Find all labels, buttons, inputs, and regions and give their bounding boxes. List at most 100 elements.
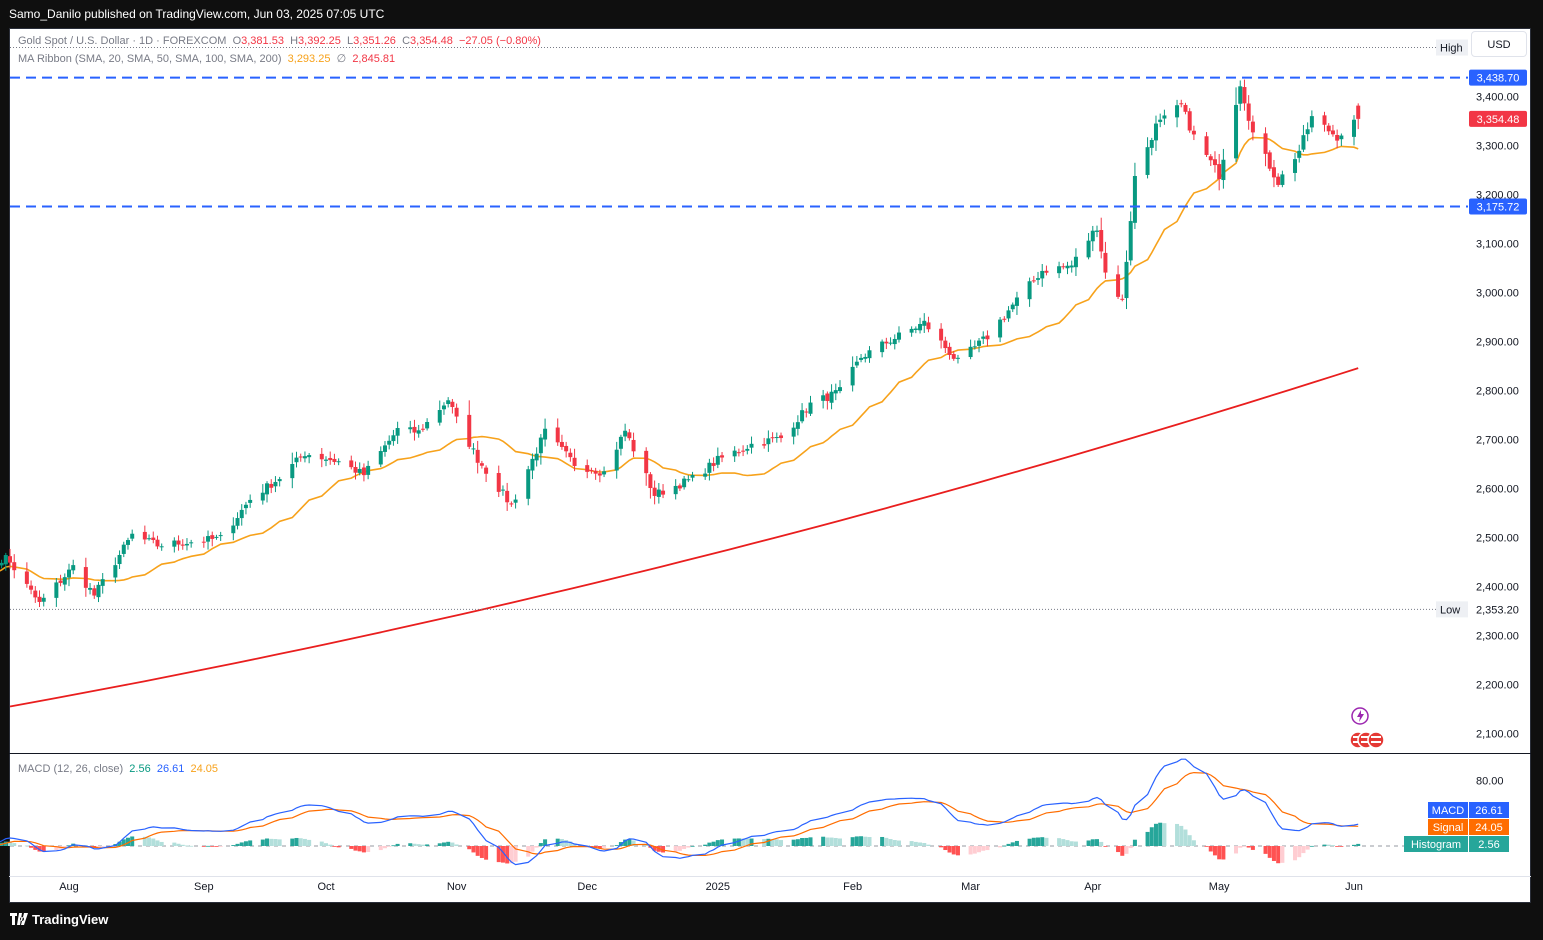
price-tick-label: 2,700.00 bbox=[1476, 434, 1519, 446]
macd-histogram-bar bbox=[972, 846, 977, 854]
candle-body bbox=[67, 569, 71, 578]
high-tag-label: High bbox=[1440, 43, 1463, 55]
macd-histogram-bar bbox=[1301, 846, 1306, 854]
candle-body bbox=[210, 535, 215, 539]
candle-body bbox=[951, 354, 956, 359]
macd-histogram-bar bbox=[1040, 837, 1045, 846]
chart-canvas[interactable]: High3,500.10Low2,353.203,438.703,175.723… bbox=[0, 0, 1543, 904]
candle-body bbox=[1086, 240, 1091, 258]
candle-body bbox=[353, 466, 358, 473]
macd-histogram-bar bbox=[100, 846, 105, 847]
macd-histogram-bar bbox=[513, 846, 518, 862]
candle-body bbox=[1061, 266, 1066, 268]
macd-histogram-bar bbox=[1158, 822, 1163, 846]
macd-histogram-bar bbox=[277, 839, 282, 846]
last-price-value: 3,354.48 bbox=[1477, 114, 1520, 126]
candle-body bbox=[707, 462, 712, 473]
macd-histogram-bar bbox=[955, 846, 960, 856]
macd-histogram-bar bbox=[572, 843, 577, 846]
candle-body bbox=[260, 492, 265, 501]
macd-histogram-bar bbox=[425, 844, 430, 846]
macd-histogram-bar bbox=[821, 836, 826, 846]
candle-body bbox=[180, 544, 185, 546]
currency-button[interactable]: USD bbox=[1471, 31, 1527, 57]
candle-body bbox=[408, 427, 413, 430]
macd-tag-label: Histogram bbox=[1411, 839, 1461, 851]
candle-body bbox=[1212, 159, 1217, 166]
candle-body bbox=[1002, 318, 1007, 320]
candle-body bbox=[12, 562, 17, 571]
candle-body bbox=[597, 473, 602, 476]
macd-histogram-bar bbox=[294, 837, 299, 846]
macd-histogram-bar bbox=[210, 846, 215, 847]
candle-body bbox=[1120, 298, 1125, 300]
macd-histogram-bar bbox=[29, 846, 34, 848]
candle-body bbox=[117, 554, 122, 565]
macd-tag-value-bg bbox=[1469, 836, 1509, 852]
candle-body bbox=[977, 340, 982, 346]
candle-body bbox=[720, 455, 725, 458]
macd-histogram-bar bbox=[1242, 846, 1247, 847]
macd-histogram-bar bbox=[1031, 837, 1036, 846]
candle-body bbox=[382, 445, 387, 452]
macd-histogram-bar bbox=[1267, 846, 1272, 858]
macd-histogram-bar bbox=[1145, 831, 1150, 846]
macd-histogram-bar bbox=[538, 843, 543, 846]
candle-body bbox=[968, 346, 973, 358]
footer-bar bbox=[0, 904, 1543, 940]
candle-body bbox=[652, 487, 657, 496]
candle-body bbox=[113, 565, 118, 578]
candle-body bbox=[1044, 270, 1049, 273]
time-tick-label: Nov bbox=[447, 881, 467, 893]
macd-histogram-bar bbox=[627, 839, 632, 846]
time-tick-label: Mar bbox=[961, 881, 980, 893]
candle-body bbox=[1099, 230, 1104, 252]
candle-body bbox=[715, 455, 720, 465]
macd-histogram-bar bbox=[745, 838, 750, 846]
candle-body bbox=[682, 478, 687, 488]
macd-histogram-bar bbox=[1221, 846, 1226, 860]
macd-histogram-bar bbox=[450, 842, 455, 846]
candle-body bbox=[509, 503, 514, 505]
macd-histogram-bar bbox=[677, 846, 682, 851]
candle-body bbox=[142, 531, 147, 540]
candle-body bbox=[602, 471, 607, 475]
macd-histogram-bar bbox=[357, 846, 362, 852]
macd-histogram-bar bbox=[922, 842, 927, 846]
macd-histogram-bar bbox=[888, 839, 893, 846]
macd-histogram-bar bbox=[715, 840, 720, 846]
tradingview-logo[interactable]: TradingView bbox=[10, 912, 108, 927]
candle-body bbox=[1271, 167, 1276, 178]
candle-body bbox=[1221, 159, 1226, 181]
macd-tag-value: 26.61 bbox=[1475, 805, 1503, 817]
level-price-tag bbox=[1469, 69, 1527, 86]
macd-histogram-bar bbox=[454, 844, 459, 846]
candle-body bbox=[526, 469, 531, 499]
candle-body bbox=[62, 577, 67, 585]
macd-histogram-bar bbox=[568, 841, 573, 846]
macd-histogram-bar bbox=[201, 846, 206, 847]
candle-body bbox=[972, 346, 977, 348]
candle-body bbox=[151, 537, 156, 540]
candle-body bbox=[1352, 119, 1356, 137]
candle-body bbox=[416, 430, 421, 434]
us-flag-stripe-icon bbox=[1361, 741, 1371, 743]
time-tick-label: Dec bbox=[577, 881, 597, 893]
candle-body bbox=[366, 465, 371, 475]
candle-body bbox=[33, 590, 38, 598]
candle-body bbox=[336, 461, 341, 463]
candle-body bbox=[568, 452, 573, 458]
macd-histogram-bar bbox=[602, 846, 607, 848]
macd-histogram-bar bbox=[652, 846, 657, 851]
macd-histogram-bar bbox=[800, 838, 805, 846]
candle-body bbox=[804, 411, 809, 413]
candle-body bbox=[1208, 156, 1213, 161]
candle-body bbox=[294, 457, 299, 463]
macd-histogram-bar bbox=[1212, 846, 1217, 856]
candle-body bbox=[412, 426, 417, 433]
macd-histogram-bar bbox=[1179, 825, 1184, 846]
macd-histogram-bar bbox=[766, 838, 771, 846]
macd-histogram-bar bbox=[96, 846, 101, 848]
candle-body bbox=[627, 432, 632, 439]
macd-tag-label-bg bbox=[1404, 836, 1468, 852]
